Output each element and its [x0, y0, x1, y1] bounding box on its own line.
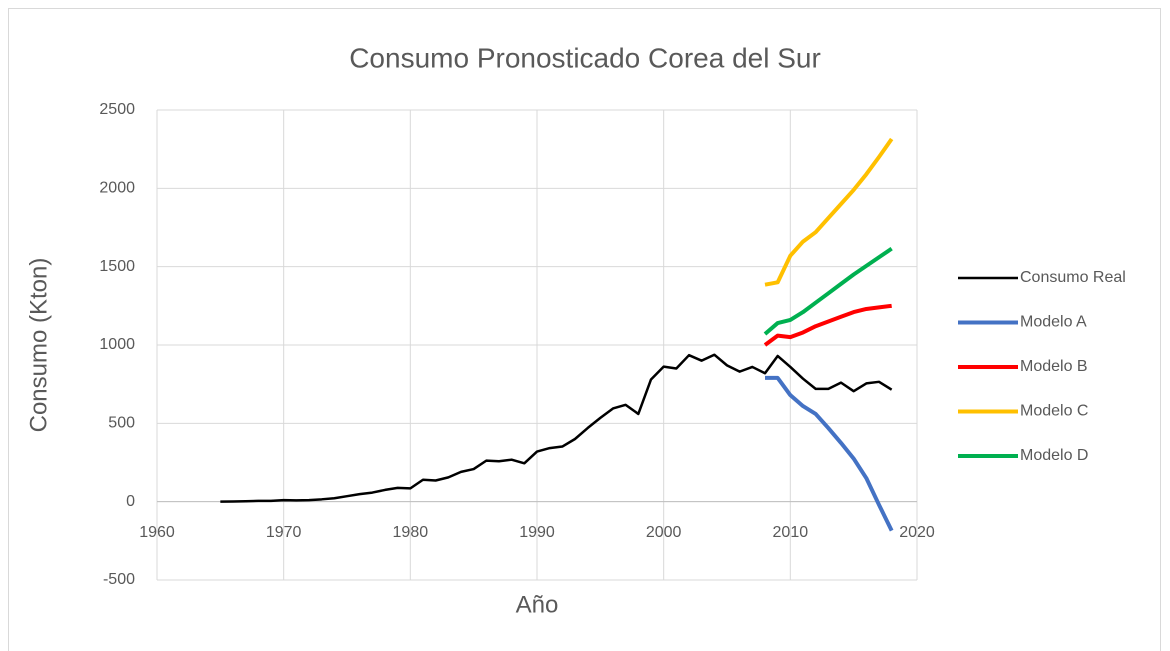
x-tick-label: 1970: [266, 524, 302, 541]
x-tick-label: 1960: [139, 524, 175, 541]
legend-label: Modelo A: [1020, 314, 1087, 331]
chart-title: Consumo Pronosticado Corea del Sur: [349, 42, 821, 73]
series-line: [763, 246, 893, 336]
x-tick-label: 2000: [646, 524, 682, 541]
y-tick-label: 2000: [99, 180, 135, 197]
chart-border: [8, 8, 1161, 651]
y-axis-label: Consumo (Kton): [25, 258, 52, 433]
x-axis-label: Año: [516, 591, 559, 618]
series-line: [220, 353, 893, 503]
y-tick-label: 0: [126, 493, 135, 510]
x-tick-label: 2020: [899, 524, 935, 541]
x-tick-label: 1980: [393, 524, 429, 541]
legend-label: Modelo B: [1020, 358, 1088, 375]
x-tick-label: 1990: [519, 524, 555, 541]
series-line: [763, 303, 892, 347]
y-tick-label: 500: [108, 415, 135, 432]
y-tick-label: 1500: [99, 258, 135, 275]
legend-label: Modelo D: [1020, 447, 1088, 464]
y-tick-label: -500: [103, 571, 135, 588]
y-tick-label: 1000: [99, 336, 135, 353]
x-tick-label: 2010: [773, 524, 809, 541]
series-line: [764, 137, 894, 287]
series-line: [765, 375, 894, 532]
y-tick-label: 2500: [99, 101, 135, 118]
legend-label: Modelo C: [1020, 403, 1088, 420]
legend-label: Consumo Real: [1020, 269, 1126, 286]
